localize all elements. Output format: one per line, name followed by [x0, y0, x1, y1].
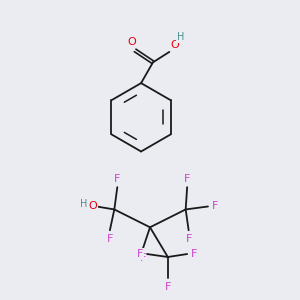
Text: H: H	[80, 199, 87, 209]
Text: H: H	[177, 32, 184, 42]
Text: F: F	[137, 249, 143, 259]
Text: F: F	[107, 234, 113, 244]
Text: O: O	[88, 201, 97, 211]
Text: F: F	[140, 253, 146, 263]
Text: F: F	[184, 174, 190, 184]
Text: F: F	[212, 202, 218, 212]
Text: F: F	[185, 234, 192, 244]
Text: O: O	[128, 38, 136, 47]
Text: F: F	[191, 249, 197, 259]
Text: F: F	[114, 174, 121, 184]
Text: F: F	[165, 282, 171, 292]
Text: O: O	[171, 40, 180, 50]
